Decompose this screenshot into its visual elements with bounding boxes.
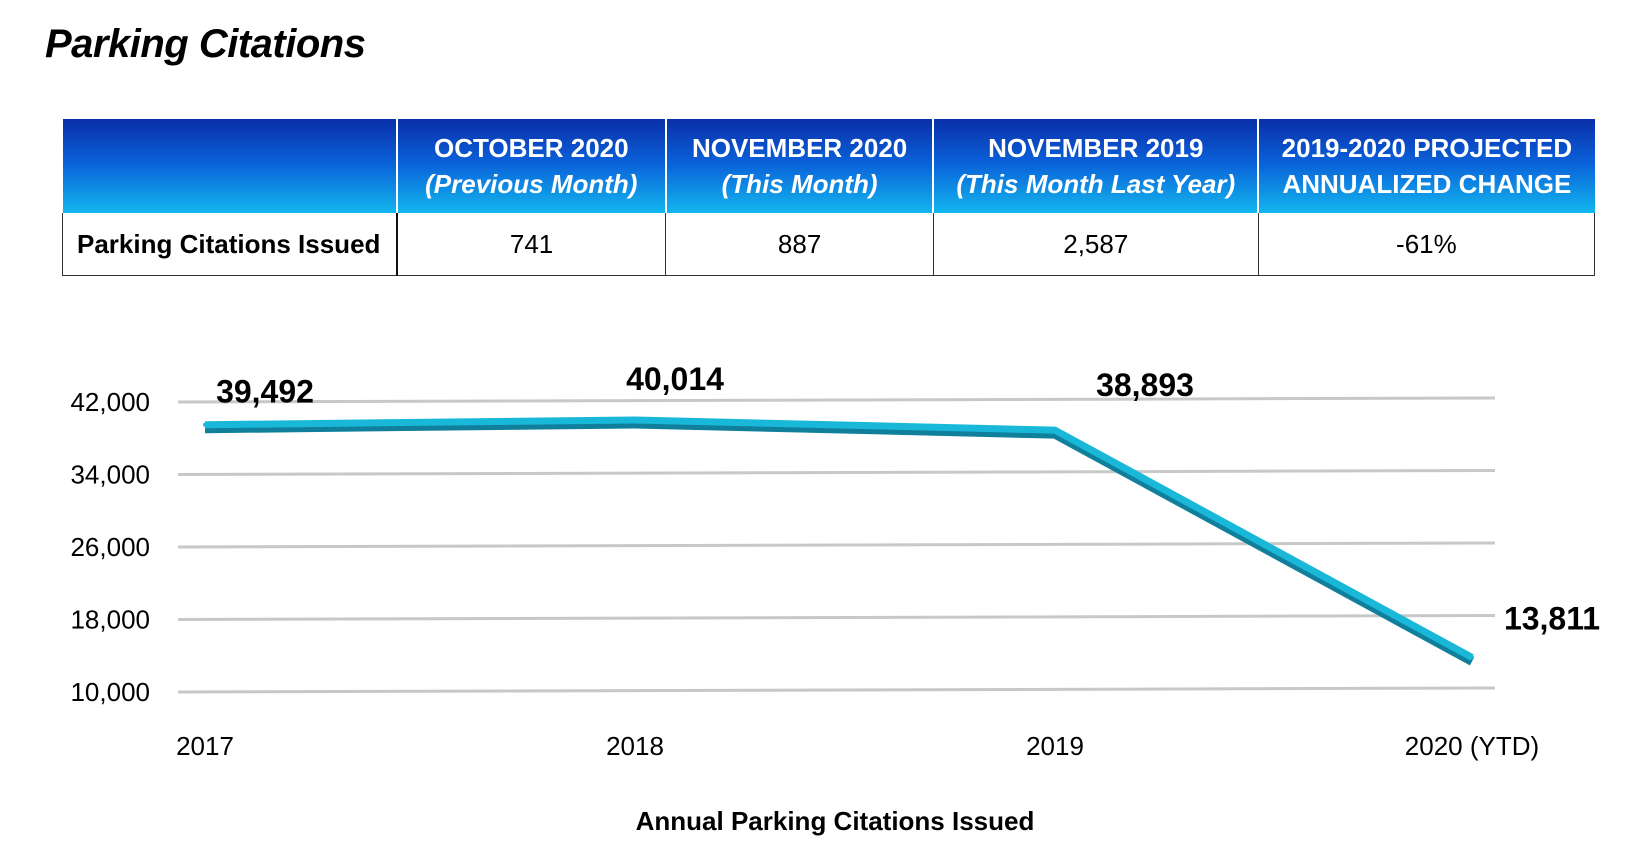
- table-cell: 741: [396, 213, 667, 276]
- x-tick-label: 2020 (YTD): [1405, 731, 1539, 761]
- x-axis-title: Annual Parking Citations Issued: [636, 806, 1035, 836]
- y-tick-label: 26,000: [70, 532, 150, 562]
- header-annualized-change: 2019-2020 PROJECTED ANNUALIZED CHANGE: [1257, 119, 1595, 213]
- data-label: 38,893: [1096, 367, 1194, 403]
- y-tick-label: 10,000: [70, 677, 150, 707]
- header-sub: (This Month): [721, 169, 878, 199]
- x-tick-label: 2017: [176, 731, 234, 761]
- header-main: OCTOBER 2020: [434, 133, 629, 163]
- gridline: [177, 469, 1496, 476]
- data-point: [1470, 655, 1474, 660]
- header-october-2020: OCTOBER 2020 (Previous Month): [395, 119, 666, 213]
- y-tick-label: 34,000: [70, 460, 150, 490]
- gridlines: [177, 396, 1496, 694]
- y-tick-label: 42,000: [70, 387, 150, 417]
- header-main: NOVEMBER 2019: [988, 133, 1204, 163]
- x-axis-ticks: 2017 2018 2019 2020 (YTD): [176, 731, 1539, 761]
- series-line: [204, 416, 1474, 661]
- x-tick-label: 2019: [1026, 731, 1084, 761]
- header-main: NOVEMBER 2020: [691, 133, 908, 163]
- gridline: [177, 614, 1496, 621]
- table-cell: 2,587: [933, 213, 1259, 276]
- header-main: 2019-2020 PROJECTED: [1281, 133, 1573, 163]
- series-line: [203, 416, 1475, 666]
- gridline: [177, 541, 1496, 549]
- table-cell: -61%: [1258, 213, 1596, 276]
- data-label: 40,014: [626, 361, 724, 397]
- page-title: Parking Citations: [45, 22, 366, 66]
- series-line-edge: [204, 419, 1475, 666]
- data-point: [203, 422, 207, 427]
- data-labels: 39,492 40,014 38,893 13,811: [216, 361, 1600, 636]
- data-label: 13,811: [1504, 600, 1600, 636]
- row-label: Parking Citations Issued: [61, 213, 398, 276]
- header-november-2019: NOVEMBER 2019 (This Month Last Year): [932, 119, 1259, 213]
- table-header-row: OCTOBER 2020 (Previous Month) NOVEMBER 2…: [62, 119, 1595, 213]
- data-label: 39,492: [216, 374, 314, 410]
- table-cell: 887: [665, 213, 934, 276]
- gridline: [177, 686, 1496, 694]
- table-row: Parking Citations Issued 741 887 2,587 -…: [61, 213, 1596, 276]
- data-point: [633, 417, 637, 422]
- x-tick-label: 2018: [606, 731, 664, 761]
- header-november-2020: NOVEMBER 2020 (This Month): [664, 119, 934, 213]
- header-sub: (Previous Month): [425, 169, 638, 199]
- gridline: [177, 396, 1496, 404]
- data-point: [1053, 428, 1057, 433]
- y-tick-label: 18,000: [70, 605, 150, 635]
- citations-table: OCTOBER 2020 (Previous Month) NOVEMBER 2…: [61, 119, 1596, 276]
- header-main-line2: ANNUALIZED CHANGE: [1282, 169, 1572, 199]
- y-axis-ticks: 10,000 18,000 26,000 34,000 42,000: [70, 387, 150, 707]
- header-sub: (This Month Last Year): [956, 169, 1236, 199]
- header-empty: [62, 119, 397, 213]
